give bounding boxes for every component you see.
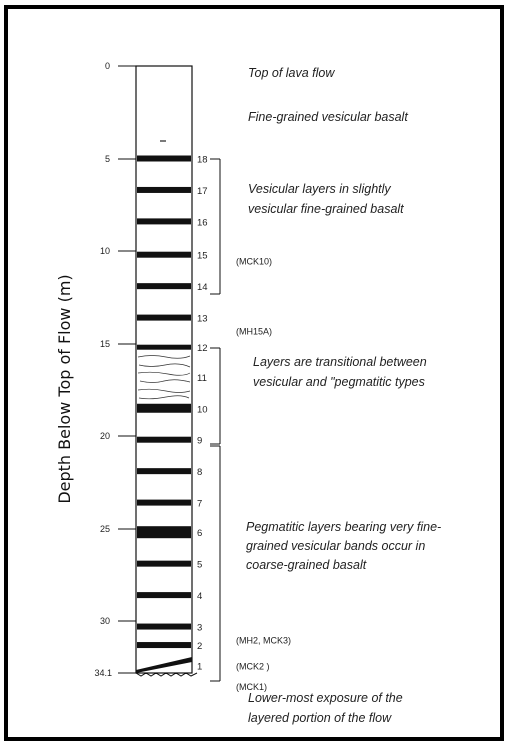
annotation-pegmatitic-line2: grained vesicular bands occur in xyxy=(246,539,425,553)
annotation-top-of-flow: Top of lava flow xyxy=(248,66,335,80)
depth-tick-label-5: 5 xyxy=(105,154,110,164)
sample-label-1: (MH15A) xyxy=(236,327,272,337)
layer-label-3: 3 xyxy=(197,623,202,634)
annotation-pegmatitic-line1: Pegmatitic layers bearing very fine- xyxy=(246,520,441,534)
y-axis-label: Depth Below Top of Flow (m) xyxy=(55,274,74,503)
layer-1-inclined-band xyxy=(136,657,192,673)
annotation-vesicular-line2: vesicular fine-grained basalt xyxy=(248,202,404,216)
sample-label-3: (MCK2 ) xyxy=(236,661,270,671)
layer-band-17 xyxy=(137,186,191,193)
layer-band-18 xyxy=(137,155,191,162)
layer-label-13: 13 xyxy=(197,314,208,325)
layer-label-18: 18 xyxy=(197,155,208,166)
layer-band-15 xyxy=(137,251,191,258)
layer-band-14 xyxy=(137,283,191,290)
sample-label-2: (MH2, MCK3) xyxy=(236,636,291,646)
layer-band-8 xyxy=(137,468,191,475)
layer-bands xyxy=(137,155,191,649)
layer-band-12 xyxy=(137,344,191,350)
annotation-vesicular-line1: Vesicular layers in slightly xyxy=(248,182,391,196)
layer-label-14: 14 xyxy=(197,282,208,293)
layer-band-7 xyxy=(137,499,191,506)
layer-label-4: 4 xyxy=(197,591,202,602)
layer-label-12: 12 xyxy=(197,343,208,354)
depth-tick-label-bottom: 34.1 xyxy=(94,668,112,678)
sample-labels: (MCK10) (MH15A) (MH2, MCK3) (MCK2 ) (MCK1) xyxy=(236,256,291,692)
bracket-transitional xyxy=(210,347,221,445)
layer-label-6: 6 xyxy=(197,528,202,539)
bracket-vesicular xyxy=(210,158,221,295)
layer-label-16: 16 xyxy=(197,217,208,228)
column-outline xyxy=(135,65,193,674)
sample-label-4: (MCK1) xyxy=(236,682,267,692)
annotation-pegmatitic-line3: coarse-grained basalt xyxy=(246,558,367,572)
layer-band-16 xyxy=(137,218,191,225)
annotation-fine-grained: Fine-grained vesicular basalt xyxy=(248,110,408,124)
layer-band-5 xyxy=(137,560,191,567)
bracket-pegmatitic xyxy=(210,445,221,682)
depth-tick-label-10: 10 xyxy=(100,246,110,256)
layer-label-11: 11 xyxy=(197,373,207,384)
layer-band-3 xyxy=(137,623,191,630)
layer-number-labels: 18 17 16 15 14 13 12 11 10 9 8 7 6 5 4 3 2 1 xyxy=(197,155,208,673)
depth-tick-label-30: 30 xyxy=(100,616,110,626)
transitional-zone-lines xyxy=(137,355,191,400)
depth-tick-label-15: 15 xyxy=(100,339,110,349)
depth-tick-label-25: 25 xyxy=(100,524,110,534)
layer-label-1: 1 xyxy=(197,661,202,672)
layer-band-10 xyxy=(137,403,191,413)
sample-label-0: (MCK10) xyxy=(236,256,272,266)
layer-label-15: 15 xyxy=(197,251,208,262)
layer-label-2: 2 xyxy=(197,641,202,652)
layer-label-17: 17 xyxy=(197,186,208,197)
layer-band-13 xyxy=(137,314,191,321)
stratigraphic-column-diagram: Depth Below Top of Flow (m) 0 5 10 15 20… xyxy=(55,61,441,725)
layer-label-5: 5 xyxy=(197,560,202,571)
layer-label-9: 9 xyxy=(197,436,202,447)
annotation-lower-line2: layered portion of the flow xyxy=(248,711,392,725)
depth-tick-label-0: 0 xyxy=(105,61,110,71)
depth-axis: 0 5 10 15 20 25 30 34.1 xyxy=(94,61,136,678)
figure-frame: Depth Below Top of Flow (m) 0 5 10 15 20… xyxy=(4,5,504,741)
layer-band-9 xyxy=(137,436,191,443)
layer-band-4 xyxy=(137,592,191,599)
layer-label-7: 7 xyxy=(197,499,202,510)
annotation-transitional-line2: vesicular and "pegmatitic types xyxy=(253,375,425,389)
layer-band-6 xyxy=(137,526,191,539)
depth-tick-label-20: 20 xyxy=(100,431,110,441)
layer-label-10: 10 xyxy=(197,404,208,415)
annotation-lower-line1: Lower-most exposure of the xyxy=(248,691,403,705)
layer-label-8: 8 xyxy=(197,467,202,478)
column-base-wavy xyxy=(135,672,198,677)
annotation-transitional-line1: Layers are transitional between xyxy=(253,355,427,369)
layer-band-2 xyxy=(137,642,191,649)
